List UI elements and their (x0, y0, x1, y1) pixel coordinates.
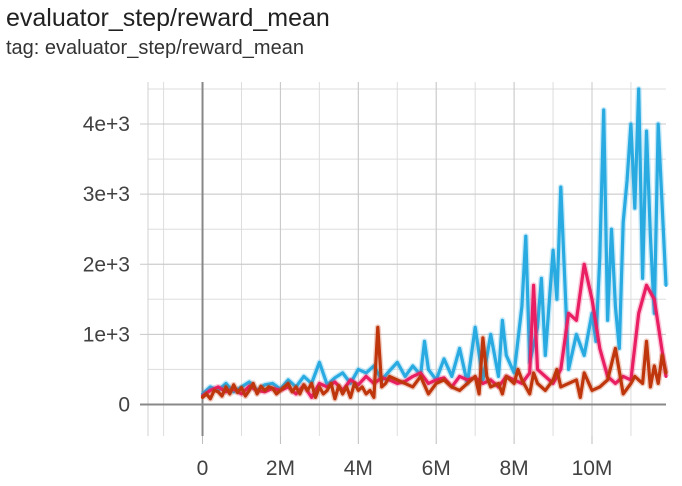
y-tick-label: 1e+3 (83, 323, 130, 346)
series-1-smoothing-halo (200, 86, 669, 397)
y-tick-label: 0 (118, 393, 130, 416)
y-tick-label: 3e+3 (83, 183, 130, 206)
x-tick-label: 2M (266, 457, 295, 480)
x-tick-label: 4M (344, 457, 373, 480)
x-tick-label: 8M (500, 457, 529, 480)
x-tick-label: 10M (572, 457, 613, 480)
y-tick-label: 2e+3 (83, 253, 130, 276)
chart-tag-subtitle: tag: evaluator_step/reward_mean (6, 37, 304, 59)
x-tick-label: 6M (422, 457, 451, 480)
series-3-line (200, 325, 668, 401)
series-1-line (200, 87, 668, 396)
chart-title: evaluator_step/reward_mean (6, 4, 330, 32)
tick-labels: 0 1e+3 2e+3 3e+3 4e+3 0 2M 4M 6M 8M 10M (83, 113, 613, 480)
x-tick-label: 0 (197, 457, 209, 480)
series-layer (200, 86, 669, 402)
axes (140, 82, 666, 444)
y-tick-label: 4e+3 (83, 113, 130, 136)
